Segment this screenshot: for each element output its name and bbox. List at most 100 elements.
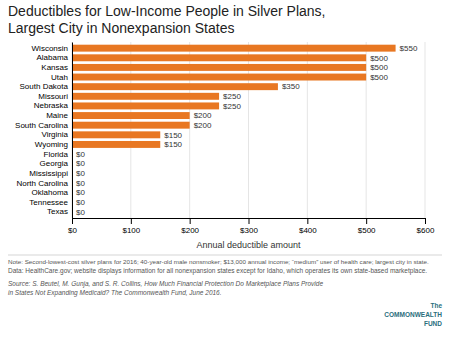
logo-text: COMMONWEALTH xyxy=(384,311,442,318)
x-tick-mark xyxy=(366,218,367,224)
x-tick-label: $300 xyxy=(240,226,258,235)
x-tick-mark xyxy=(190,218,191,224)
x-tick: $200 xyxy=(181,218,199,235)
data-label: $200 xyxy=(194,111,212,120)
y-tick: Georgia xyxy=(40,159,72,168)
y-tick-label: South Dakota xyxy=(20,82,69,91)
y-tick-label: Oklahoma xyxy=(32,188,69,197)
data-label: $0 xyxy=(76,159,85,168)
data-label: $0 xyxy=(76,188,85,197)
x-tick-label: $0 xyxy=(68,226,77,235)
x-tick: $0 xyxy=(68,218,77,235)
y-tick: South Dakota xyxy=(20,82,72,91)
x-axis-title: Annual deductible amount xyxy=(196,240,301,250)
bar xyxy=(72,102,219,109)
x-tick-label: $600 xyxy=(417,226,435,235)
y-tick-label: Utah xyxy=(51,73,68,82)
bar xyxy=(72,45,396,52)
data-label: $500 xyxy=(370,54,388,63)
y-tick-label: Wyoming xyxy=(35,140,68,149)
x-tick: $400 xyxy=(299,218,317,235)
x-tick: $600 xyxy=(417,218,435,235)
y-tick: Maine xyxy=(46,111,72,120)
x-tick-mark xyxy=(249,218,250,224)
data-label: $250 xyxy=(223,92,241,101)
y-tick: Texas xyxy=(47,207,72,216)
data-label: $250 xyxy=(223,102,241,111)
y-tick: Tennessee xyxy=(29,198,72,207)
y-tick-label: Alabama xyxy=(36,53,68,62)
y-tick-label: Nebraska xyxy=(34,101,69,110)
data-label: $0 xyxy=(76,179,85,188)
bar xyxy=(72,122,190,129)
bar xyxy=(72,83,278,90)
bar xyxy=(72,131,160,138)
y-tick-label: Wisconsin xyxy=(32,44,68,53)
x-tick-mark xyxy=(425,218,426,224)
bars xyxy=(72,45,396,148)
bar xyxy=(72,74,366,81)
x-tick-mark xyxy=(307,218,308,224)
data-label: $550 xyxy=(400,44,418,53)
x-tick: $500 xyxy=(358,218,376,235)
y-tick: Wyoming xyxy=(35,140,72,149)
data-label: $200 xyxy=(194,121,212,130)
y-tick-label: Missouri xyxy=(38,92,68,101)
data-labels: $550$500$500$500$350$250$250$200$200$150… xyxy=(76,44,418,217)
y-tick: North Carolina xyxy=(16,179,72,188)
y-tick-label: Florida xyxy=(44,150,69,159)
data-label: $500 xyxy=(370,73,388,82)
y-tick-label: Mississippi xyxy=(29,169,68,178)
data-label: $0 xyxy=(76,208,85,217)
data-label: $150 xyxy=(164,131,182,140)
x-tick-label: $500 xyxy=(358,226,376,235)
separator xyxy=(8,255,442,256)
y-tick: Missouri xyxy=(38,92,72,101)
y-tick-label: North Carolina xyxy=(16,179,68,188)
y-tick: Virginia xyxy=(41,130,72,139)
note: Data: HealthCare.gov; website displays i… xyxy=(8,267,427,275)
x-tick-label: $200 xyxy=(181,226,199,235)
y-tick-label: Maine xyxy=(46,111,68,120)
y-tick: South Carolina xyxy=(15,121,72,130)
note: Note: Second-lowest-cost silver plans fo… xyxy=(8,258,429,265)
bar xyxy=(72,54,366,61)
y-axis-line xyxy=(72,43,73,219)
x-tick-mark xyxy=(72,218,73,224)
y-tick: Utah xyxy=(51,73,72,82)
y-tick-label: Texas xyxy=(47,207,68,216)
logo-text: FUND xyxy=(424,320,442,327)
data-label: $0 xyxy=(76,150,85,159)
source: in States Not Expanding Medicaid? The Co… xyxy=(8,289,222,297)
x-tick: $300 xyxy=(240,218,258,235)
x-tick-label: $100 xyxy=(122,226,140,235)
y-tick: Alabama xyxy=(36,53,72,62)
bar xyxy=(72,141,160,148)
bar xyxy=(72,112,190,119)
y-tick: Florida xyxy=(44,150,72,159)
subtitle: Largest City in Nonexpansion States xyxy=(8,20,234,36)
grid-line xyxy=(425,42,426,218)
y-tick-label: Virginia xyxy=(41,130,68,139)
y-tick: Oklahoma xyxy=(32,188,72,197)
data-label: $350 xyxy=(282,82,300,91)
title: Deductibles for Low-Income People in Sil… xyxy=(8,3,326,19)
y-tick: Nebraska xyxy=(34,101,72,110)
plot: $550$500$500$500$350$250$250$200$200$150… xyxy=(15,42,435,235)
data-label: $500 xyxy=(370,63,388,72)
y-tick: Mississippi xyxy=(29,169,72,178)
chart: Deductibles for Low-Income People in Sil… xyxy=(0,0,450,338)
logo-text: The xyxy=(430,302,442,309)
data-label: $150 xyxy=(164,140,182,149)
data-label: $0 xyxy=(76,198,85,207)
grid-line xyxy=(72,42,73,218)
bar xyxy=(72,93,219,100)
x-tick: $100 xyxy=(122,218,140,235)
y-tick: Kansas xyxy=(41,63,72,72)
bar xyxy=(72,64,366,71)
source: Source: S. Beutel, M. Gunja, and S. R. C… xyxy=(8,280,323,288)
y-tick-label: South Carolina xyxy=(15,121,68,130)
y-tick-label: Tennessee xyxy=(29,198,68,207)
y-tick: Wisconsin xyxy=(32,44,72,53)
grid xyxy=(72,42,425,218)
